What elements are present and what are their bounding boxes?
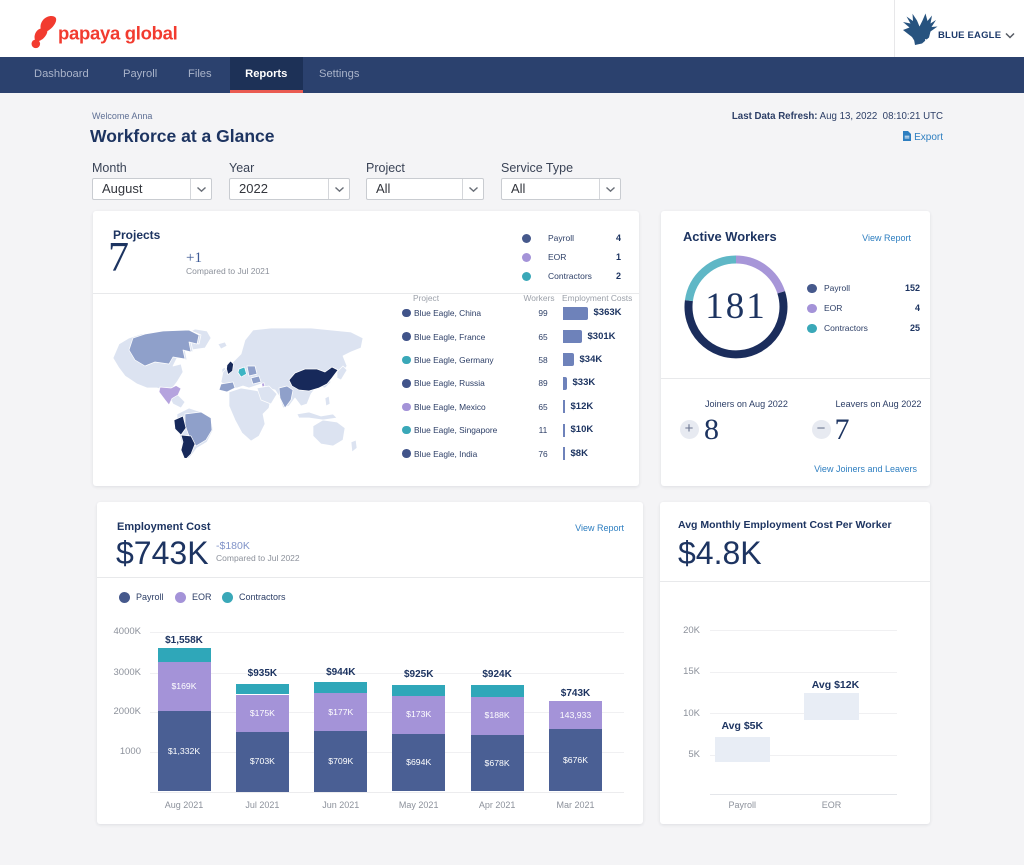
svg-text:papaya global: papaya global — [58, 23, 177, 44]
